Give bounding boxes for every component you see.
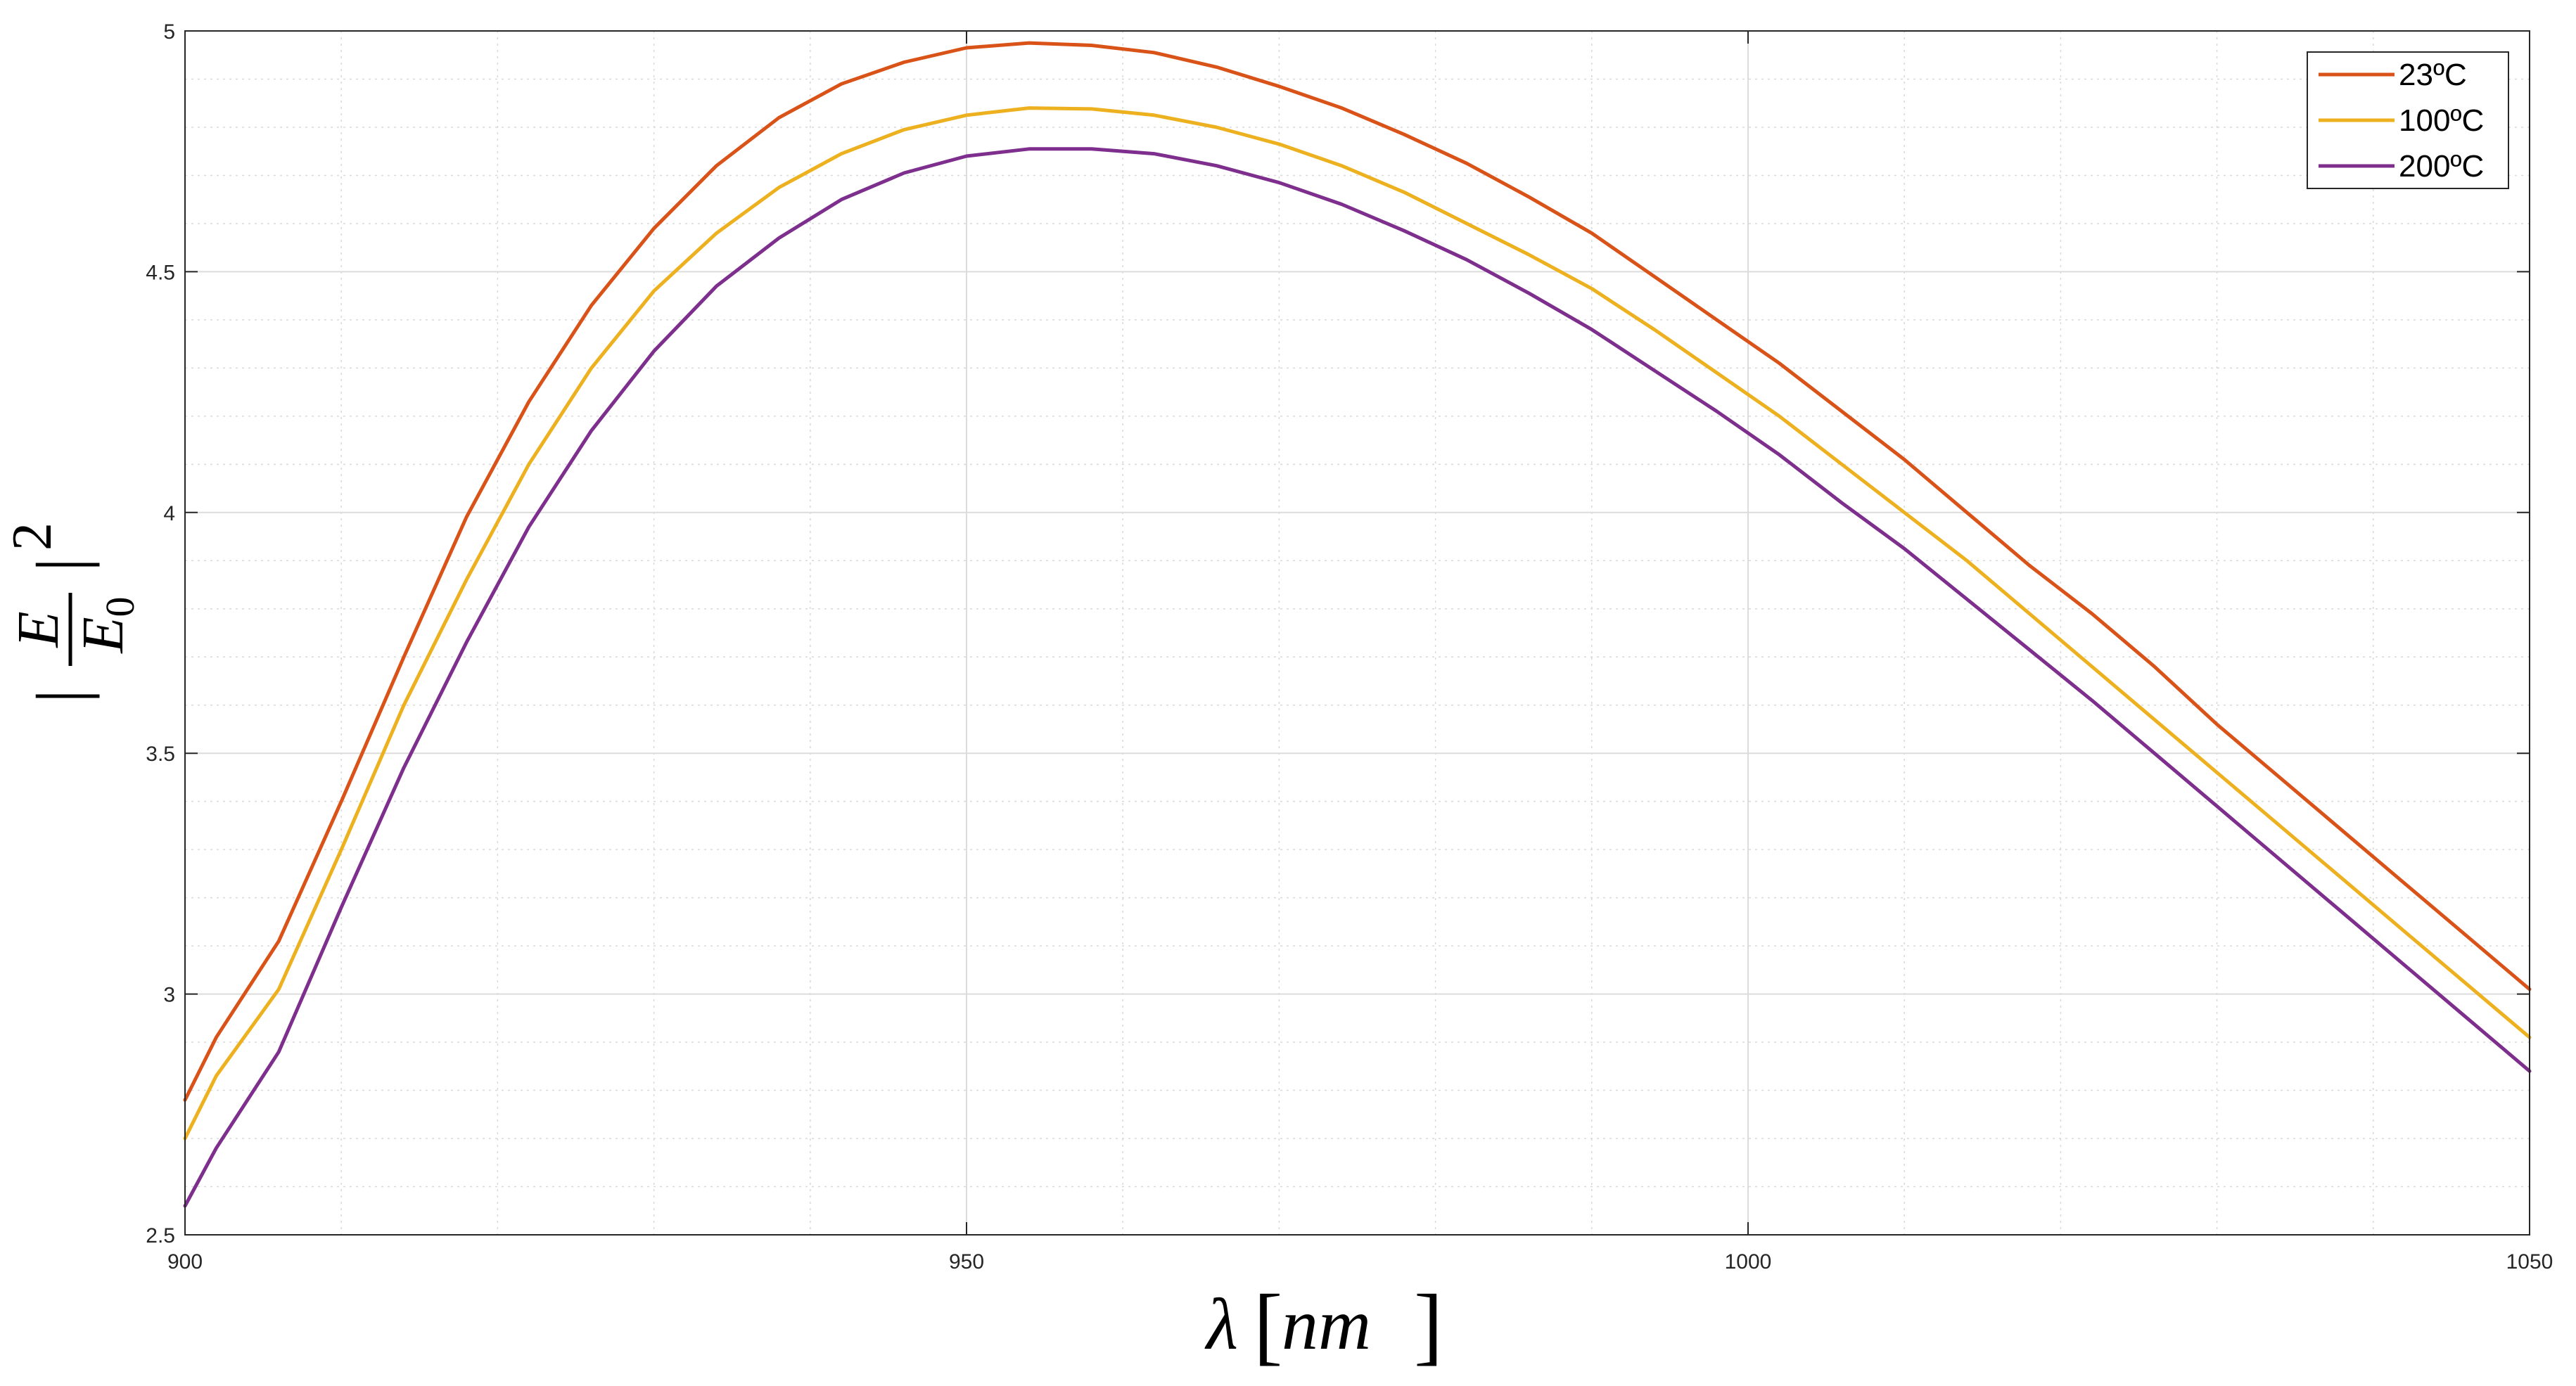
- series-line-23c: [183, 41, 2532, 1102]
- y-tick-label: 3: [163, 984, 175, 1007]
- y-tick-label: 4: [163, 502, 175, 525]
- x-label-symbol: λ: [1204, 1284, 1238, 1365]
- x-tick-label: 900: [167, 1250, 203, 1273]
- x-tick-label: 950: [949, 1250, 984, 1273]
- series-line-100c: [183, 106, 2532, 1141]
- x-label-open-bracket: [: [1254, 1277, 1282, 1373]
- legend: 23ºC 100ºC 200ºC: [2307, 51, 2509, 189]
- x-tick-label: 1000: [1725, 1250, 1772, 1273]
- plot-area-border: [184, 30, 2530, 1236]
- x-axis-label: λ [ nm ]: [1204, 1277, 1443, 1373]
- y-label-open-bar: |: [22, 689, 100, 703]
- x-label-unit: nm: [1282, 1284, 1371, 1365]
- legend-label-23c: 23ºC: [2399, 58, 2467, 92]
- x-label-close-bracket: ]: [1414, 1277, 1443, 1373]
- y-tick-label: 5: [163, 20, 175, 44]
- legend-label-100c: 100ºC: [2399, 103, 2484, 138]
- data-series: [183, 41, 2532, 1208]
- y-tick-label: 2.5: [146, 1224, 175, 1247]
- legend-label-200c: 200ºC: [2399, 149, 2484, 184]
- y-label-exponent: 2: [1, 522, 63, 551]
- y-label-numerator: E: [6, 611, 71, 648]
- series-line-200c: [183, 147, 2532, 1208]
- axis-ticks: 900 950 1000 1050 2.5 3 3.5 4 4.5 5: [146, 20, 2553, 1273]
- y-tick-label: 4.5: [146, 261, 175, 284]
- y-label-close-bar: |: [22, 558, 100, 572]
- y-label-denominator-subscript: 0: [97, 597, 143, 617]
- y-axis-label: | E E 0 | 2: [1, 522, 143, 703]
- y-label-denominator: E: [70, 617, 136, 653]
- x-tick-label: 1050: [2506, 1250, 2553, 1273]
- y-tick-label: 3.5: [146, 743, 175, 766]
